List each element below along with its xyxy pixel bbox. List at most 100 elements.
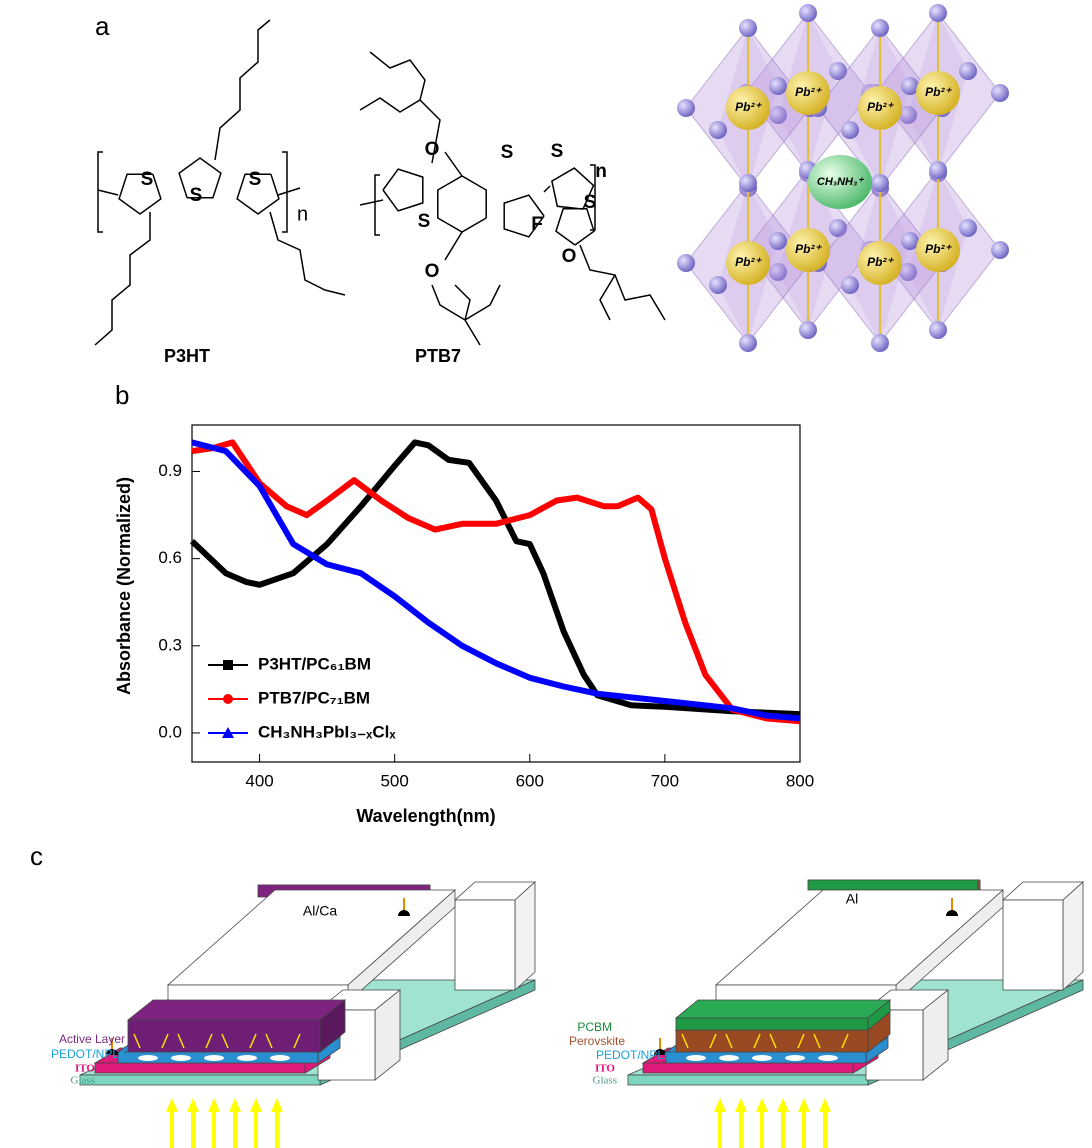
- layer-front: [628, 1075, 868, 1085]
- bond: [580, 245, 665, 320]
- repeat-n: n: [595, 161, 607, 182]
- repeat-n: n: [297, 203, 308, 225]
- bond: [375, 175, 380, 235]
- atom: O: [562, 246, 577, 267]
- layer-front: [80, 1075, 320, 1085]
- light-arrow-head: [187, 1098, 199, 1112]
- layer-top: [676, 1000, 890, 1018]
- light-arrow-head: [250, 1098, 262, 1112]
- lead-label: Pb²⁺: [925, 242, 952, 256]
- lead-label: Pb²⁺: [925, 85, 952, 99]
- layer-front: [716, 985, 896, 1002]
- layer-side: [1063, 882, 1083, 990]
- bond: [360, 200, 383, 205]
- halide: [929, 4, 947, 22]
- devices: [80, 880, 1083, 1148]
- nanoplatelet: [138, 1055, 158, 1061]
- halide: [871, 174, 889, 192]
- atom: O: [425, 139, 440, 160]
- halide: [991, 241, 1009, 259]
- layer-front: [168, 985, 348, 1002]
- legend-label: CH₃NH₃PbI₃₋ₓClₓ: [258, 722, 396, 741]
- atom: S: [584, 192, 597, 213]
- figure: a S S S n P3HT O S S S S F O O n PTB7 CH…: [0, 0, 1092, 1148]
- light-arrow-head: [798, 1098, 810, 1112]
- atom: S: [249, 169, 262, 190]
- halide: [841, 276, 859, 294]
- atom: S: [501, 142, 514, 163]
- nanoplatelet: [171, 1055, 191, 1061]
- layer-front: [455, 900, 515, 990]
- halide: [769, 232, 787, 250]
- nanoplatelet: [818, 1055, 838, 1061]
- layer-label: ITO: [75, 1063, 95, 1075]
- atom: S: [551, 141, 564, 162]
- layer-label: PCBM: [577, 1020, 612, 1034]
- light-arrow-head: [166, 1098, 178, 1112]
- atom: O: [425, 261, 440, 282]
- panel-label: c: [30, 841, 43, 871]
- bond: [98, 190, 118, 195]
- molecule-name: P3HT: [164, 346, 210, 366]
- layer-label: Glass: [593, 1075, 617, 1087]
- nanoplatelet: [204, 1055, 224, 1061]
- layer-label: Glass: [71, 1075, 95, 1087]
- atom: S: [141, 169, 154, 190]
- bond: [600, 275, 615, 320]
- structures: [95, 20, 665, 345]
- layer-side: [515, 882, 535, 990]
- x-tick-label: 700: [651, 771, 679, 790]
- bond: [98, 152, 103, 232]
- halide: [739, 334, 757, 352]
- x-tick-label: 400: [245, 771, 273, 790]
- bond: [445, 152, 462, 176]
- lead-label: Pb²⁺: [735, 100, 762, 114]
- panel-label: a: [95, 11, 110, 41]
- lead-label: Pb²⁺: [795, 85, 822, 99]
- halide: [799, 321, 817, 339]
- layer-front: [676, 1018, 868, 1030]
- halide: [929, 161, 947, 179]
- nanoplatelet: [686, 1055, 706, 1061]
- halide: [677, 254, 695, 272]
- bond: [445, 232, 462, 260]
- atom: S: [418, 211, 431, 232]
- x-tick-label: 800: [786, 771, 814, 790]
- y-tick-label: 0.0: [158, 722, 182, 741]
- layer-label: Active Layer: [59, 1032, 125, 1046]
- atom: S: [190, 185, 203, 206]
- light-arrow-head: [271, 1098, 283, 1112]
- bond: [556, 209, 594, 245]
- layer-front: [808, 880, 978, 890]
- halide: [929, 321, 947, 339]
- x-axis-label: Wavelength(nm): [356, 806, 495, 826]
- bond: [465, 285, 500, 320]
- light-arrow-head: [735, 1098, 747, 1112]
- bond: [215, 20, 270, 160]
- light-arrow-head: [819, 1098, 831, 1112]
- lead-label: Pb²⁺: [735, 255, 762, 269]
- halide: [959, 62, 977, 80]
- halide: [677, 99, 695, 117]
- halide: [841, 121, 859, 139]
- halide: [739, 19, 757, 37]
- layer-label: Perovskite: [569, 1034, 625, 1048]
- y-tick-label: 0.9: [158, 461, 182, 480]
- legend-marker: [223, 694, 233, 704]
- x-tick-label: 500: [380, 771, 408, 790]
- nanoplatelet: [237, 1055, 257, 1061]
- y-tick-label: 0.6: [158, 548, 182, 567]
- light-arrow-head: [229, 1098, 241, 1112]
- bond: [544, 186, 550, 192]
- layer-front: [643, 1063, 853, 1073]
- y-axis-label: Absorbance (Normalized): [114, 477, 134, 695]
- nanoplatelet: [752, 1055, 772, 1061]
- chart: 4005006007008000.00.30.60.9Wavelength(nm…: [114, 425, 814, 826]
- halide: [991, 84, 1009, 102]
- y-tick-label: 0.3: [158, 635, 182, 654]
- molecule-name: PTB7: [415, 346, 461, 366]
- layer-label: PEDOT/NPLs: [596, 1048, 670, 1062]
- light-arrow-head: [756, 1098, 768, 1112]
- legend-label: P3HT/PC₆₁BM: [258, 654, 371, 673]
- series-line: [192, 442, 800, 721]
